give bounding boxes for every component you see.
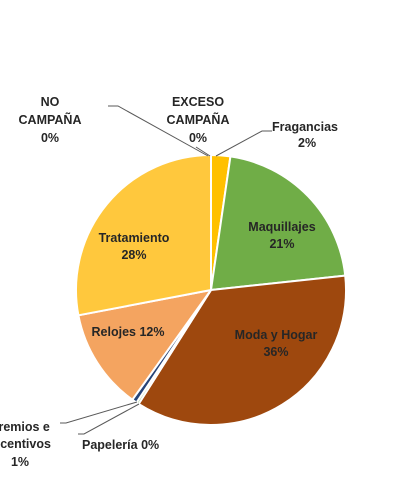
label-maquillajes-name: Maquillajes: [248, 220, 315, 234]
label-relojes: Relojes 12%: [92, 325, 165, 339]
leader-line-premios: [60, 402, 137, 423]
label-no-campana-line3: 0%: [41, 131, 59, 145]
label-tratamiento-name: Tratamiento: [99, 231, 170, 245]
leader-line-fragancias: [216, 131, 272, 156]
label-premios-line2: Incentivos: [0, 437, 51, 451]
label-exceso-line1: EXCESO: [172, 95, 224, 109]
label-moda-value: 36%: [263, 345, 288, 359]
pie-slices: [76, 155, 346, 425]
label-no-campana-line2: CAMPAÑA: [19, 112, 82, 127]
label-papeleria: Papelería 0%: [82, 438, 159, 452]
label-no-campana-line1: NO: [41, 95, 60, 109]
label-fragancias-value: 2%: [298, 136, 316, 150]
label-tratamiento-value: 28%: [121, 248, 146, 262]
label-moda-name: Moda y Hogar: [235, 328, 318, 342]
label-premios-line1: Premios e: [0, 420, 50, 434]
label-exceso-line3: 0%: [189, 131, 207, 145]
label-premios-line3: 1%: [11, 455, 29, 469]
label-maquillajes-value: 21%: [269, 237, 294, 251]
label-fragancias-name: Fragancias: [272, 120, 338, 134]
label-exceso-line2: CAMPAÑA: [167, 112, 230, 127]
leader-line-papeleria: [78, 404, 139, 434]
